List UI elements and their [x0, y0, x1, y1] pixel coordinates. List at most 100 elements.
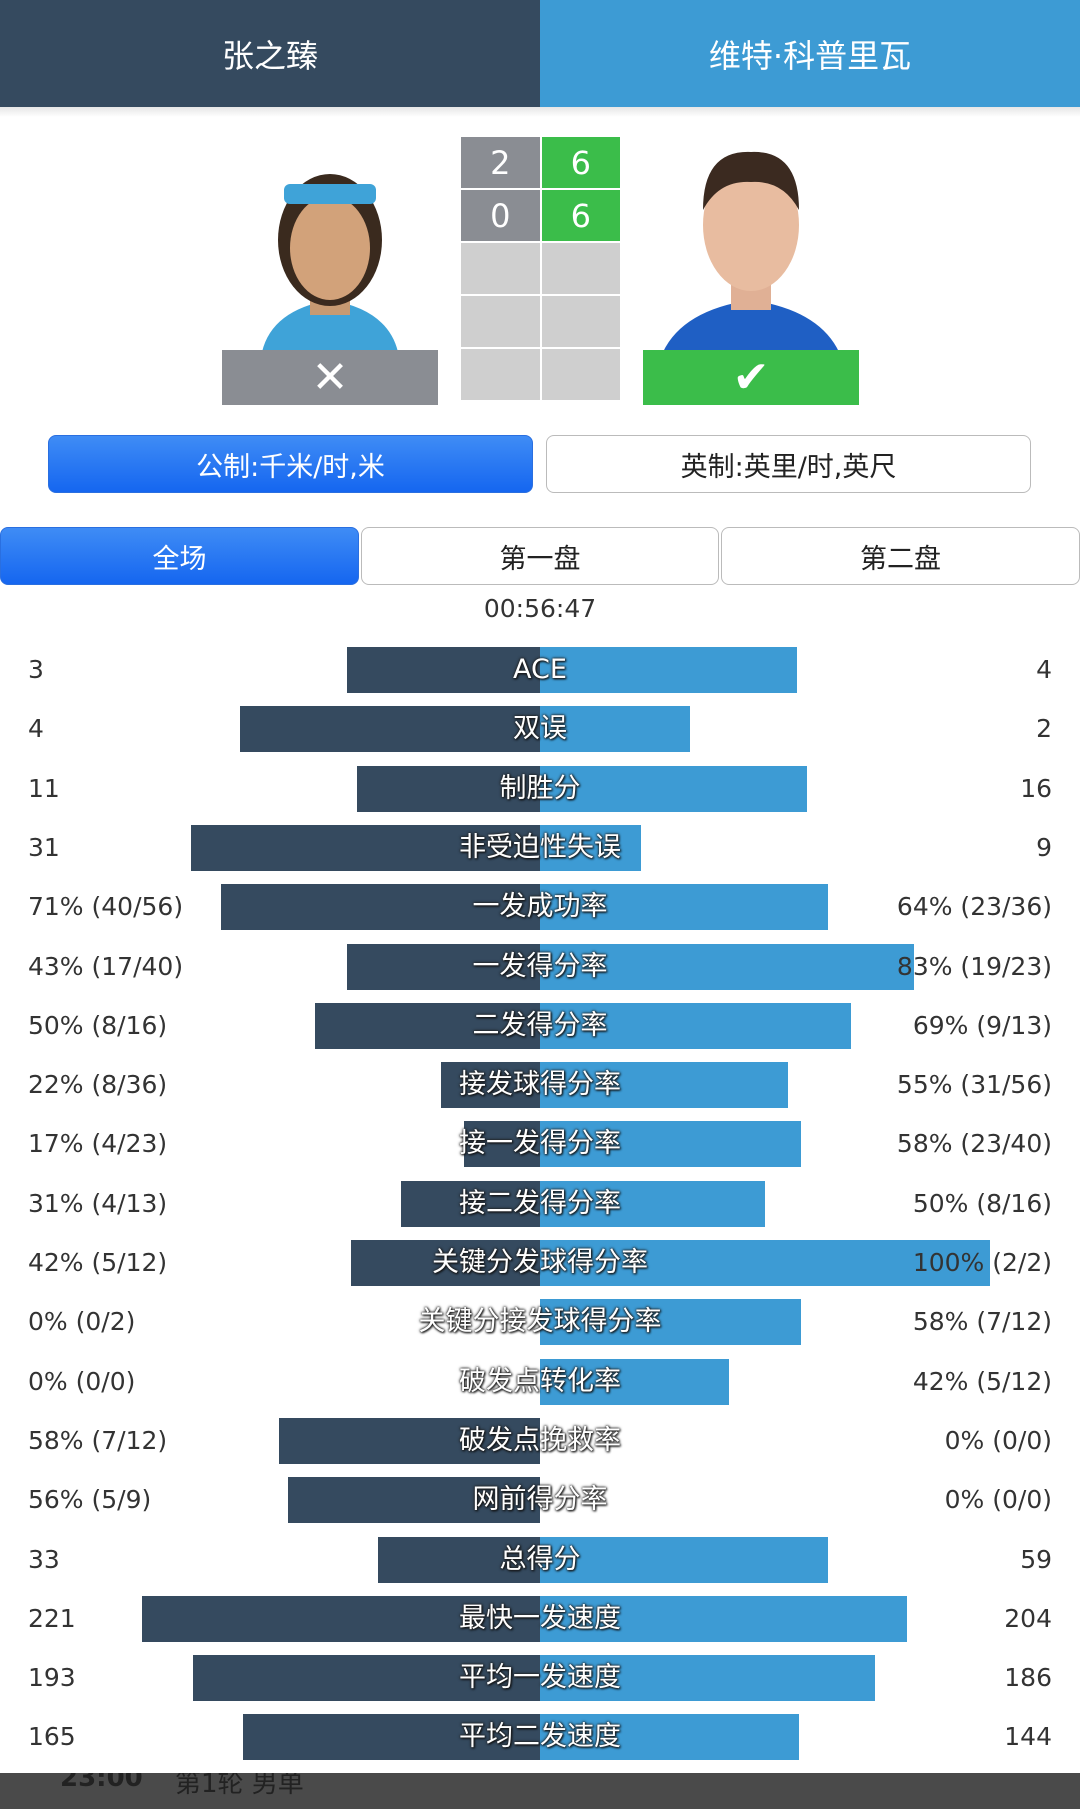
score-right-set1: 6: [541, 137, 620, 188]
stat-label: 破发点挽救率: [459, 1424, 621, 1456]
score-grid: 2 6 0 6: [461, 137, 620, 400]
stat-row: 17% (4/23) 接一发得分率 58% (23/40): [0, 1121, 1080, 1168]
player-left-header: 张之臻: [0, 0, 540, 107]
stat-right-value: 59: [1020, 1544, 1052, 1574]
stat-row: 165 平均二发速度 144: [0, 1714, 1080, 1761]
tab-full-match[interactable]: 全场: [0, 527, 359, 585]
imperial-units-button[interactable]: 英制:英里/时,英尺: [546, 435, 1031, 493]
score-right-set4: [541, 296, 620, 347]
stat-bar-left: [243, 1714, 540, 1761]
score-right-set3: [541, 243, 620, 294]
stat-right-value: 16: [1020, 773, 1052, 803]
stat-label: 一发成功率: [472, 891, 608, 923]
stat-bar-left: [288, 1477, 540, 1524]
stat-left-value: 165: [28, 1722, 76, 1752]
stat-right-value: 83% (19/23): [896, 951, 1052, 981]
stat-label: 破发点转化率: [459, 1365, 621, 1397]
metric-units-button[interactable]: 公制:千米/时,米: [48, 435, 533, 493]
stat-label: 接二发得分率: [459, 1187, 621, 1219]
player-left-photo: [222, 140, 438, 352]
player-left-name: 张之臻: [221, 36, 318, 75]
score-left-set5: [461, 349, 540, 400]
stat-bar-right: [540, 706, 690, 753]
player-right-name: 维特·科普里瓦: [708, 36, 912, 75]
stat-bar-right: [540, 1180, 765, 1227]
score-right-set5: [541, 349, 620, 400]
stat-label: 网前得分率: [472, 1484, 608, 1516]
stat-left-value: 31% (4/13): [28, 1188, 168, 1218]
stat-right-value: 2: [1036, 714, 1052, 744]
stat-bar-left: [463, 1121, 540, 1168]
stat-left-value: 0% (0/2): [28, 1307, 136, 1337]
stat-right-value: 58% (7/12): [912, 1307, 1052, 1337]
stat-label: 二发得分率: [472, 1009, 608, 1041]
stat-right-value: 69% (9/13): [912, 1010, 1052, 1040]
score-left-set3: [461, 243, 540, 294]
stat-right-value: 42% (5/12): [912, 1366, 1052, 1396]
stat-right-value: 204: [1004, 1603, 1052, 1633]
stat-left-value: 56% (5/9): [28, 1485, 152, 1515]
stat-right-value: 64% (23/36): [896, 892, 1052, 922]
stat-row: 3 ACE 4: [0, 647, 1080, 693]
stat-right-value: 4: [1036, 655, 1052, 684]
stat-row: 42% (5/12) 关键分发球得分率 100% (2/2): [0, 1240, 1080, 1286]
stat-bar-right: [540, 1536, 829, 1583]
score-right-set2: 6: [541, 190, 620, 241]
stat-right-value: 144: [1004, 1722, 1052, 1752]
stat-bar-left: [191, 824, 540, 871]
stat-bar-left: [346, 943, 540, 990]
stat-bar-left: [400, 1180, 540, 1227]
stat-row: 31 非受迫性失误 9: [0, 824, 1080, 871]
stat-left-value: 50% (8/16): [28, 1010, 168, 1040]
player-right-header: 维特·科普里瓦: [540, 0, 1080, 107]
stat-bar-left: [346, 647, 540, 693]
stat-row: 0% (0/2) 关键分接发球得分率 58% (7/12): [0, 1299, 1080, 1346]
stat-row: 22% (8/36) 接发球得分率 55% (31/56): [0, 1062, 1080, 1109]
stat-bar-right: [540, 824, 642, 871]
stat-row: 56% (5/9) 网前得分率 0% (0/0): [0, 1477, 1080, 1524]
stat-row: 4 双误 2: [0, 706, 1080, 753]
stat-left-value: 22% (8/36): [28, 1070, 168, 1100]
tab-set-1[interactable]: 第一盘: [361, 527, 719, 585]
stat-row: 31% (4/13) 接二发得分率 50% (8/16): [0, 1180, 1080, 1227]
stat-right-value: 186: [1004, 1663, 1052, 1693]
stat-row: 50% (8/16) 二发得分率 69% (9/13): [0, 1002, 1080, 1049]
player-right-photo: [643, 140, 859, 352]
stat-label: 双误: [513, 713, 567, 745]
tab-set-2[interactable]: 第二盘: [721, 527, 1080, 585]
stat-left-value: 42% (5/12): [28, 1248, 168, 1277]
stat-bar-left: [142, 1595, 540, 1642]
stat-row: 33 总得分 59: [0, 1536, 1080, 1583]
footer-time: 23:00: [60, 1773, 143, 1793]
stat-bar-right: [540, 647, 797, 693]
stat-row: 0% (0/0) 破发点转化率 42% (5/12): [0, 1358, 1080, 1405]
stat-label: 接发球得分率: [459, 1069, 621, 1101]
stat-left-value: 193: [28, 1663, 76, 1693]
stat-row: 11 制胜分 16: [0, 765, 1080, 812]
check-icon: ✔: [643, 350, 859, 405]
stat-bar-left: [239, 706, 540, 753]
stat-label: 平均一发速度: [459, 1662, 621, 1694]
stat-left-value: 4: [28, 714, 44, 744]
stat-bar-right: [540, 1358, 729, 1405]
stat-bar-left: [351, 1240, 540, 1286]
stat-bar-right: [540, 1062, 788, 1109]
stat-bar-right: [540, 1299, 801, 1346]
bottom-bar: 23:00 第1轮 男单: [0, 1773, 1080, 1809]
stat-left-value: 71% (40/56): [28, 892, 184, 922]
stat-label: 平均二发速度: [459, 1721, 621, 1753]
stat-label: ACE: [513, 654, 567, 685]
stat-label: 关键分发球得分率: [432, 1247, 648, 1278]
stat-label: 最快一发速度: [459, 1602, 621, 1634]
stat-bar-left: [220, 884, 540, 931]
stat-right-value: 100% (2/2): [912, 1248, 1052, 1277]
stat-bar-right: [540, 943, 914, 990]
stat-bar-right: [540, 1240, 990, 1286]
stat-bar-left: [315, 1002, 540, 1049]
footer-round: 第1轮 男单: [175, 1773, 304, 1799]
stat-left-value: 11: [28, 773, 60, 803]
stat-label: 接一发得分率: [459, 1128, 621, 1160]
stat-label: 一发得分率: [472, 950, 608, 982]
stat-right-value: 58% (23/40): [896, 1129, 1052, 1159]
stat-bar-right: [540, 1655, 875, 1702]
